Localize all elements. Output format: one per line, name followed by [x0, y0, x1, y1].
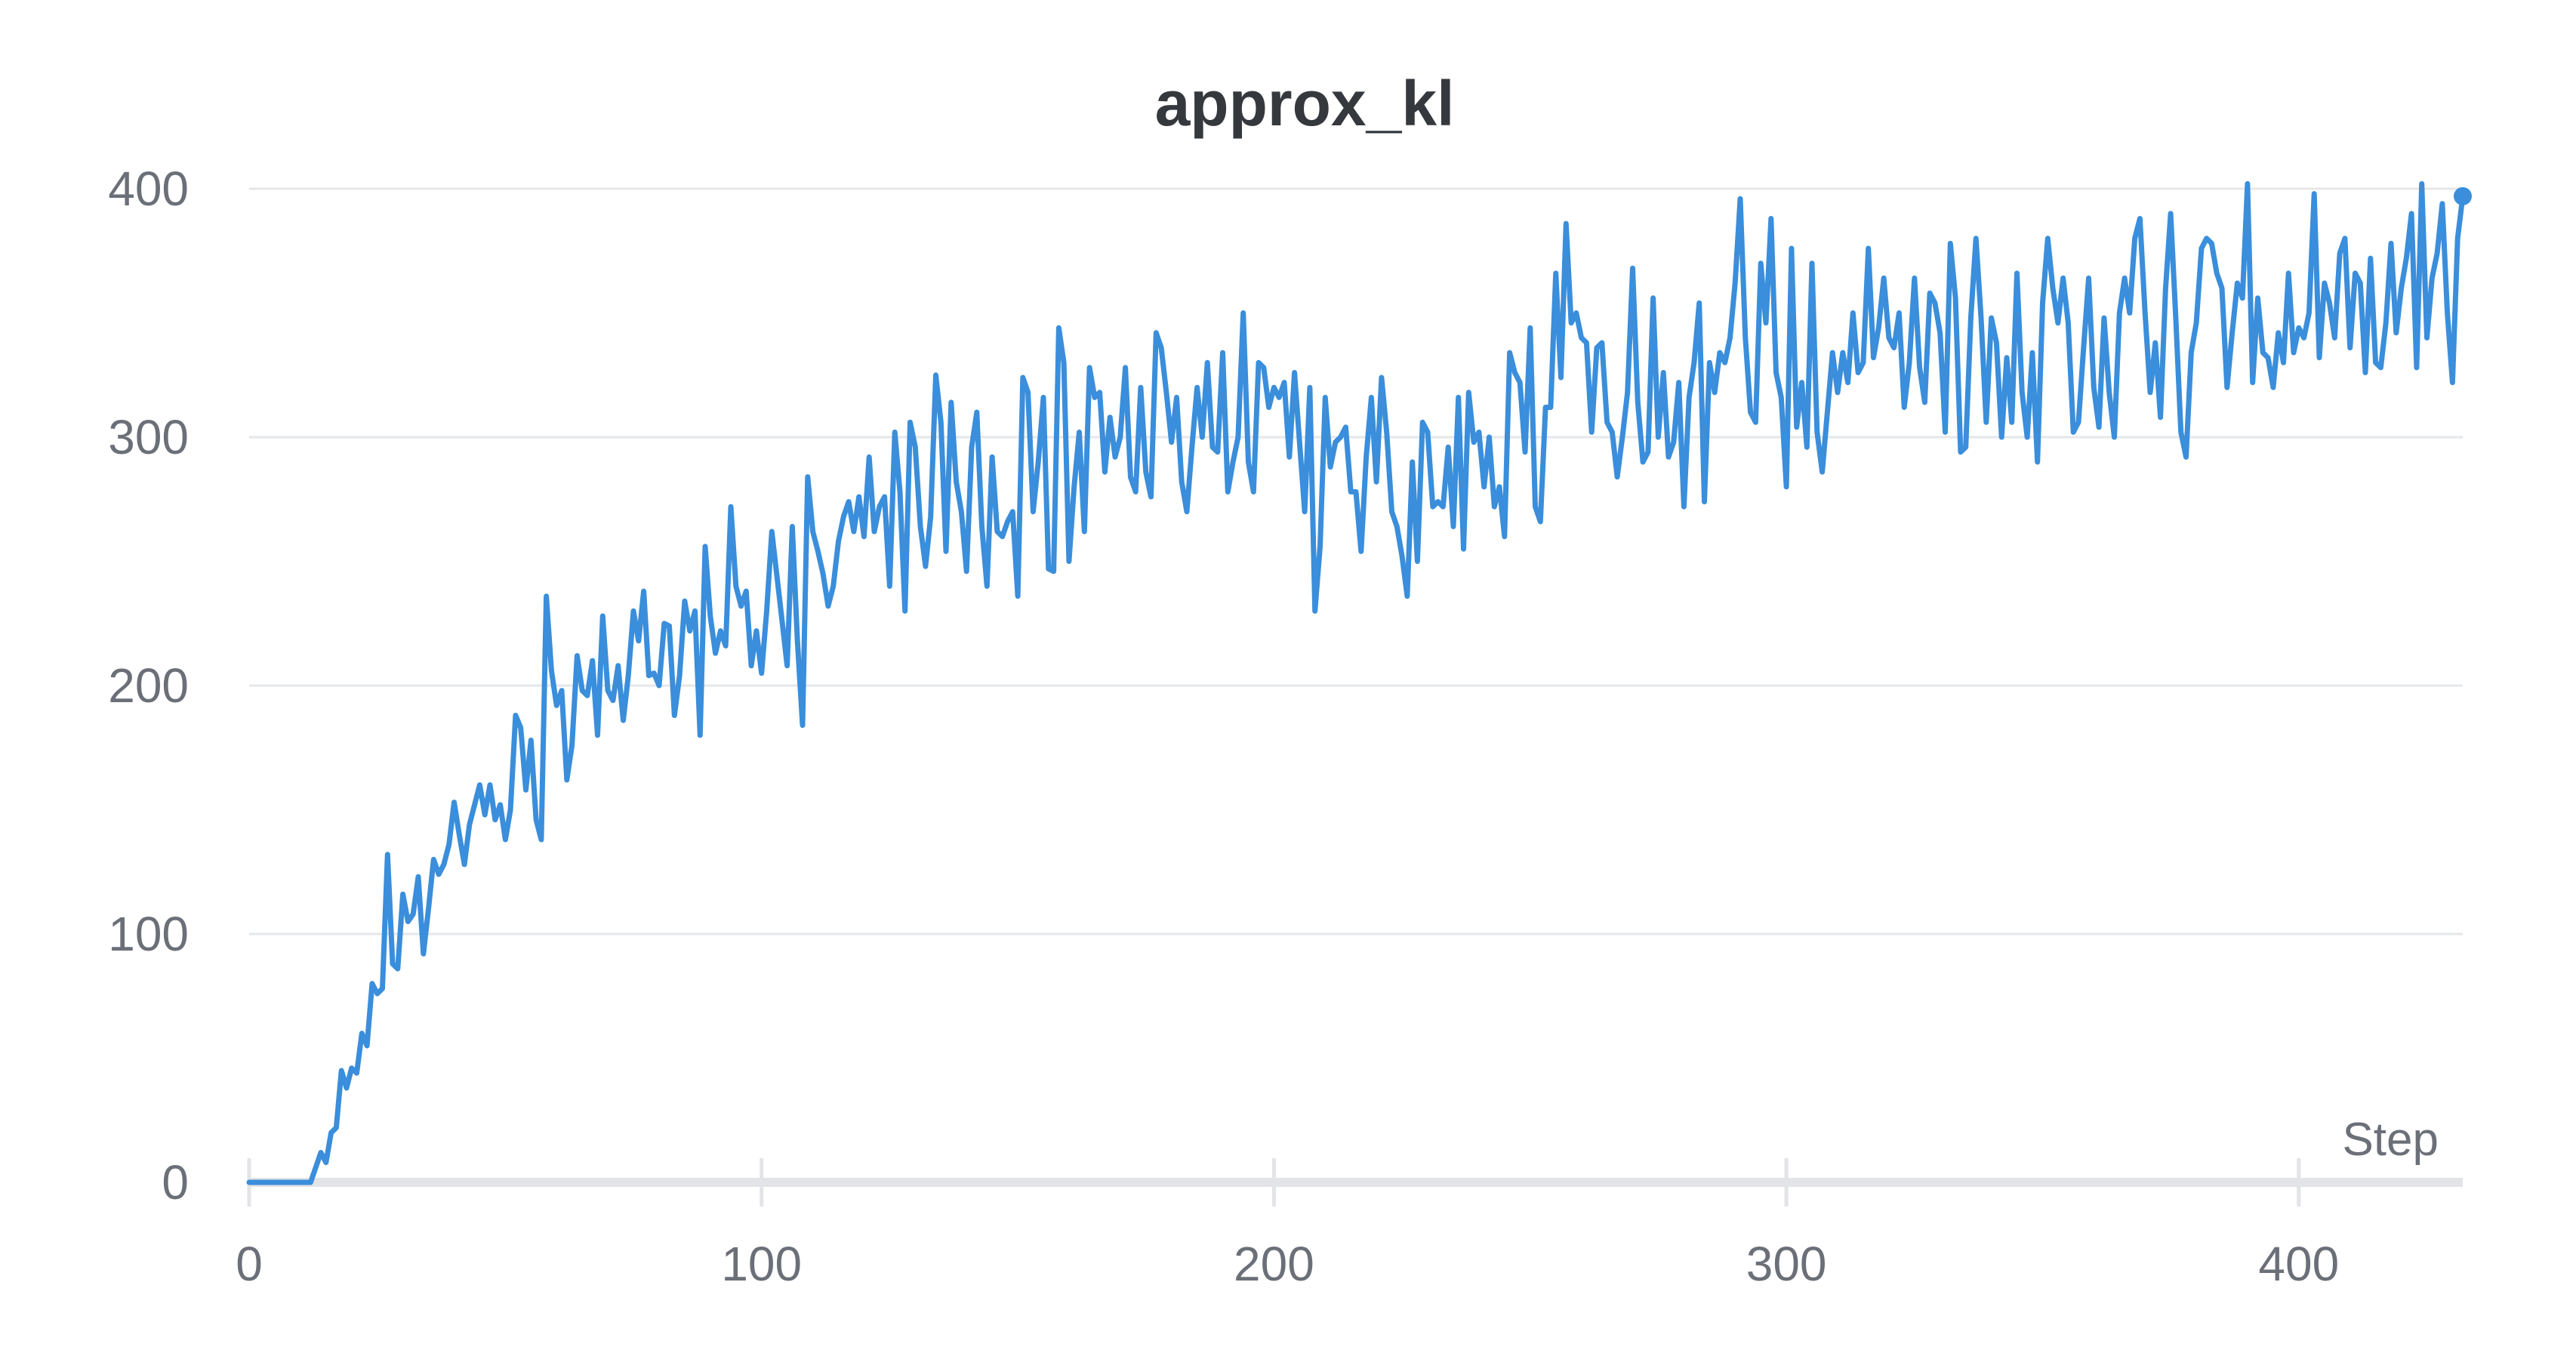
- x-tick-label: 100: [721, 1237, 802, 1291]
- x-tick-label: 200: [1234, 1237, 1314, 1291]
- x-axis-label: Step: [2342, 1114, 2439, 1166]
- y-tick-label: 300: [108, 410, 189, 464]
- series-layer: [246, 180, 2472, 1185]
- y-tick-label: 0: [162, 1155, 189, 1210]
- x-tick-label: 0: [236, 1237, 263, 1291]
- y-tick-label: 200: [108, 658, 189, 713]
- x-axis: 0 100 200 300 400: [236, 1158, 2463, 1291]
- y-tick-label: 400: [108, 162, 189, 216]
- x-tick-label: 300: [1746, 1237, 1827, 1291]
- series-endpoint: [2454, 186, 2472, 205]
- series-line: [246, 180, 2466, 1185]
- chart-title: approx_kl: [1155, 68, 1455, 139]
- y-axis-ticks: 0 100 200 300 400: [108, 162, 189, 1210]
- y-tick-label: 100: [108, 907, 189, 961]
- x-tick-label: 400: [2258, 1237, 2339, 1291]
